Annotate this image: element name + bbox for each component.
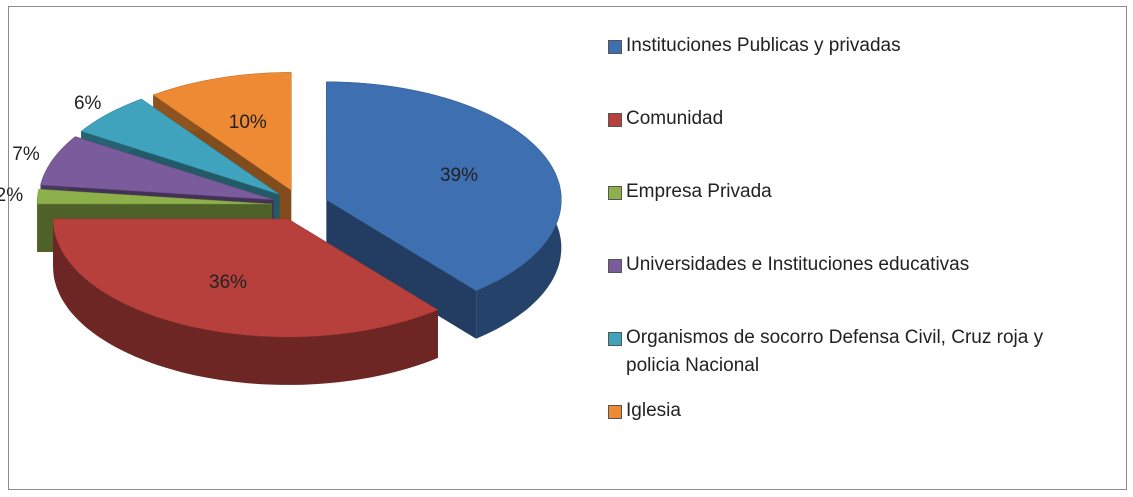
slice-wall [53, 218, 438, 385]
legend-label: Organismos de socorro Defensa Civil, Cru… [626, 327, 1044, 376]
data-label: 39% [440, 165, 478, 186]
slice [326, 81, 562, 291]
data-label: 36% [209, 272, 247, 293]
legend-item: Universidades e Instituciones educativas [608, 251, 1078, 324]
legend-label: Empresa Privada [626, 181, 772, 202]
data-label: 6% [74, 93, 102, 114]
legend-label: Instituciones Publicas y privadas [626, 35, 901, 56]
slice [80, 98, 280, 195]
data-label: 7% [12, 144, 40, 165]
legend-item: Empresa Privada [608, 178, 1078, 251]
legend-swatch [608, 405, 622, 419]
slice [40, 136, 274, 201]
legend-label: Comunidad [626, 108, 724, 129]
legend-item: Iglesia [608, 397, 1078, 470]
legend-item: Comunidad [608, 105, 1078, 178]
slice-group [326, 81, 562, 339]
legend-swatch [608, 259, 622, 273]
slice-side [326, 199, 477, 339]
legend-swatch [608, 40, 622, 54]
slice-group [52, 218, 439, 385]
slice [52, 218, 439, 338]
slice [152, 72, 292, 191]
data-label: 10% [229, 112, 267, 133]
legend-label: Universidades e Instituciones educativas [626, 254, 970, 275]
slice-wall [37, 189, 39, 252]
legend: Instituciones Publicas y privadas Comunid… [608, 32, 1078, 470]
slice [36, 188, 273, 205]
data-label: 2% [0, 185, 23, 206]
legend-item: Instituciones Publicas y privadas [608, 32, 1078, 105]
legend-swatch [608, 332, 622, 346]
legend-item: Organismos de socorro Defensa Civil, Cru… [608, 324, 1078, 397]
legend-swatch [608, 113, 622, 127]
legend-label: Iglesia [626, 400, 681, 421]
legend-swatch [608, 186, 622, 200]
